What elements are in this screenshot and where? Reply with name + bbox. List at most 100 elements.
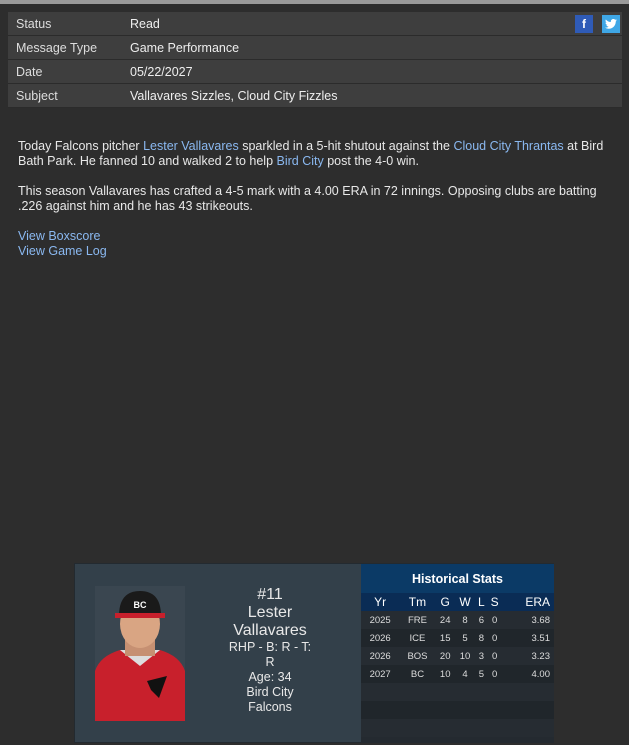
stats-cell — [454, 719, 476, 737]
stats-cell — [487, 719, 502, 737]
stats-header[interactable]: Yr — [361, 593, 400, 611]
message-meta-table: Status Read f Message Type Game Performanc… — [8, 12, 622, 108]
view-boxscore-link[interactable]: View Boxscore — [18, 229, 101, 243]
stats-cell — [475, 701, 488, 719]
meta-row-status: Status Read f — [8, 12, 622, 36]
stats-cell: 2026 — [361, 647, 400, 665]
stats-cell — [454, 683, 476, 701]
stats-header[interactable]: ERA — [501, 593, 554, 611]
twitter-icon[interactable] — [602, 15, 620, 33]
stats-cell: 15 — [435, 629, 455, 647]
stats-cell: 2026 — [361, 629, 400, 647]
text: post the 4-0 win. — [323, 154, 419, 168]
player-photo: BC — [95, 586, 185, 721]
stats-cell: BC — [399, 665, 436, 683]
stats-cell: 4 — [454, 665, 476, 683]
text: sparkled in a 5-hit shutout against the — [238, 139, 454, 153]
meta-label: Status — [16, 16, 52, 31]
stats-cell: 24 — [435, 611, 455, 629]
stats-cell: 8 — [454, 611, 476, 629]
stats-cell: 0 — [487, 611, 502, 629]
stats-cell: 8 — [475, 629, 488, 647]
cap-logo: BC — [134, 600, 147, 610]
meta-value: 05/22/2027 — [130, 64, 193, 79]
stats-cell — [487, 701, 502, 719]
player-last-name: Vallavares — [233, 622, 307, 639]
stats-cell — [487, 683, 502, 701]
facebook-icon[interactable]: f — [575, 15, 593, 33]
stats-row — [361, 683, 554, 701]
stats-cell — [475, 683, 488, 701]
stats-cell: 5 — [454, 629, 476, 647]
player-bio: RHP - B: R - T: R — [228, 640, 312, 669]
stats-cell — [399, 683, 436, 701]
stats-header[interactable]: L — [475, 593, 488, 611]
stats-cell: 3.68 — [501, 611, 554, 629]
meta-value: Game Performance — [130, 40, 240, 55]
stats-cell: BOS — [399, 647, 436, 665]
stats-cell — [435, 719, 455, 737]
player-link[interactable]: Lester Vallavares — [143, 139, 239, 153]
meta-value: Read — [130, 16, 160, 31]
stats-title: Historical Stats — [361, 564, 554, 593]
stats-cell: 0 — [487, 647, 502, 665]
stats-cell: 2027 — [361, 665, 400, 683]
stats-cell — [361, 719, 400, 737]
stats-header[interactable]: S — [487, 593, 502, 611]
stats-cell: 0 — [487, 665, 502, 683]
message-body: Today Falcons pitcher Lester Vallavares … — [18, 139, 613, 259]
player-first-name: Lester — [247, 604, 293, 621]
stats-cell: ICE — [399, 629, 436, 647]
stats-header[interactable]: Tm — [399, 593, 436, 611]
stats-cell: 20 — [435, 647, 455, 665]
stats-row: 2026 BOS 20 10 3 0 3.23 — [361, 647, 554, 665]
stats-row — [361, 701, 554, 719]
stats-table: Yr Tm G W L S ERA 2025 FRE 24 8 6 0 3.68 2026 ICE 15 5 8 0… — [361, 593, 554, 737]
stats-cell: 6 — [475, 611, 488, 629]
stats-cell — [399, 701, 436, 719]
stats-cell: 5 — [475, 665, 488, 683]
meta-label: Subject — [16, 88, 58, 103]
stats-row: 2026 ICE 15 5 8 0 3.51 — [361, 629, 554, 647]
stats-cell — [361, 701, 400, 719]
stats-cell: FRE — [399, 611, 436, 629]
team-link[interactable]: Bird City — [276, 154, 324, 168]
meta-row-date: Date 05/22/2027 — [8, 60, 622, 84]
stats-cell — [435, 701, 455, 719]
meta-row-subject: Subject Vallavares Sizzles, Cloud City Fi… — [8, 84, 622, 108]
stats-cell — [361, 683, 400, 701]
stats-cell — [454, 701, 476, 719]
player-card: BC #11 Lester Vallavares RHP - B: R - T:… — [74, 563, 554, 743]
stats-cell — [399, 719, 436, 737]
stats-cell: 4.00 — [501, 665, 554, 683]
paragraph-2: This season Vallavares has crafted a 4-5… — [18, 184, 597, 213]
stats-cell: 10 — [435, 665, 455, 683]
text: at Bird Bath Park. He fanned 10 and walk… — [18, 139, 604, 168]
stats-header[interactable]: W — [454, 593, 476, 611]
view-game-log-link[interactable]: View Game Log — [18, 244, 107, 258]
meta-value: Vallavares Sizzles, Cloud City Fizzles — [130, 88, 338, 103]
stats-cell: 2025 — [361, 611, 400, 629]
paragraph-1: Today Falcons pitcher Lester Vallavares … — [18, 139, 613, 169]
player-info: #11 Lester Vallavares RHP - B: R - T: R … — [223, 586, 317, 715]
meta-row-type: Message Type Game Performance — [8, 36, 622, 60]
meta-label: Date — [16, 64, 43, 79]
player-team: Bird City Falcons — [246, 685, 294, 714]
player-age: Age: 34 — [248, 670, 292, 684]
stats-cell: 3.51 — [501, 629, 554, 647]
player-number: #11 — [257, 586, 283, 603]
stats-cell — [501, 683, 554, 701]
stats-row: 2025 FRE 24 8 6 0 3.68 — [361, 611, 554, 629]
stats-header[interactable]: G — [435, 593, 455, 611]
historical-stats: Historical Stats Yr Tm G W L S ERA 2025 FRE 24 8 6… — [361, 564, 554, 743]
text: Today Falcons pitcher — [18, 139, 144, 153]
stats-cell — [501, 719, 554, 737]
opponent-link[interactable]: Cloud City Thrantas — [453, 139, 564, 153]
stats-cell — [501, 701, 554, 719]
meta-label: Message Type — [16, 40, 98, 55]
stats-cell: 0 — [487, 629, 502, 647]
stats-row — [361, 719, 554, 737]
stats-cell: 3 — [475, 647, 488, 665]
stats-cell — [435, 683, 455, 701]
stats-cell: 10 — [454, 647, 476, 665]
